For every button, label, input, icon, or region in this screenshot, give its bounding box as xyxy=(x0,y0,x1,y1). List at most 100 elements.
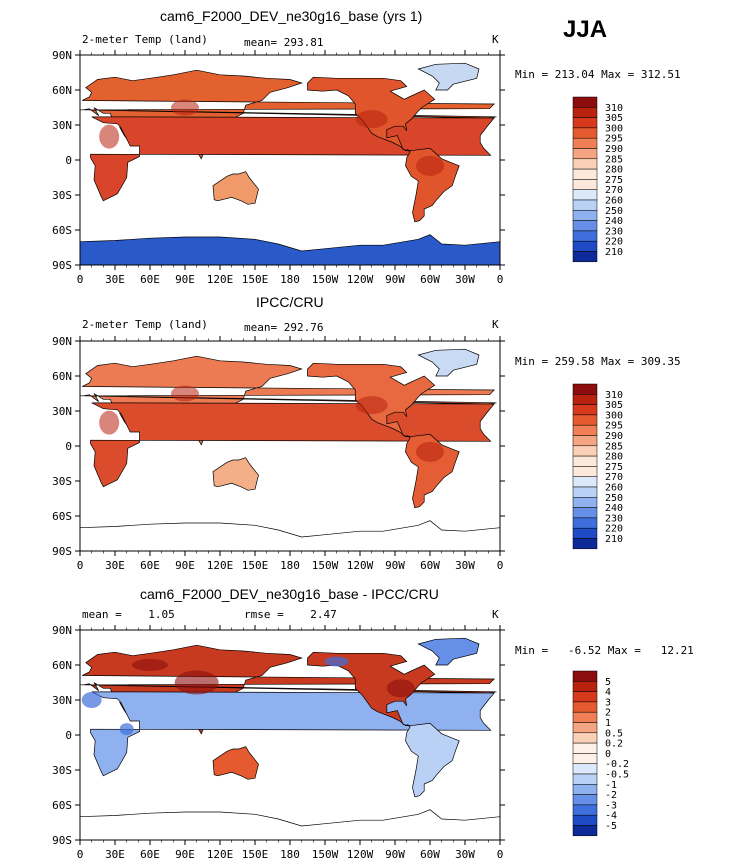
continent-antarctica xyxy=(80,520,500,551)
colorbar-box xyxy=(572,445,598,457)
colorbar-box xyxy=(572,507,598,519)
y-tick-label: 60N xyxy=(52,659,72,672)
colorbar-box xyxy=(572,527,598,539)
y-tick-label: 30S xyxy=(52,189,72,202)
land-layer xyxy=(0,637,500,840)
y-tick-label: 90S xyxy=(52,259,72,272)
warm-bias-region xyxy=(174,670,219,695)
continent-australia xyxy=(212,171,259,205)
x-tick-label: 0 xyxy=(77,559,84,572)
colorbar-box xyxy=(572,701,598,713)
colorbar-label: 210 xyxy=(605,247,623,258)
continent-samerica xyxy=(0,434,39,508)
colorbar-box xyxy=(572,383,598,395)
colorbar-label: 0.5 xyxy=(605,728,623,739)
colorbar-label: 270 xyxy=(605,472,623,483)
colorbar-label: 5 xyxy=(605,677,611,688)
x-tick-label: 60E xyxy=(140,559,160,572)
colorbar-label: 300 xyxy=(605,410,623,421)
y-tick-label: 60S xyxy=(52,510,72,523)
colorbar-box xyxy=(572,199,598,211)
y-tick-label: 60S xyxy=(52,224,72,237)
continent-samerica xyxy=(0,723,39,797)
x-tick-label: 150E xyxy=(242,559,269,572)
hot-region xyxy=(171,385,199,402)
colorbar-box xyxy=(572,742,598,754)
x-tick-label: 150W xyxy=(312,559,339,572)
hot-region xyxy=(355,396,388,415)
y-tick-label: 0 xyxy=(65,154,72,167)
colorbar-box xyxy=(572,711,598,723)
x-tick-label: 120E xyxy=(207,559,234,572)
colorbar-label: 210 xyxy=(605,534,623,545)
y-tick-label: 90S xyxy=(52,834,72,847)
y-tick-label: 60N xyxy=(52,370,72,383)
x-tick-label: 0 xyxy=(497,848,504,861)
x-tick-label: 180 xyxy=(280,848,300,861)
colorbar-box xyxy=(572,814,598,826)
colorbar-label: -1 xyxy=(605,780,617,791)
panel-3-mean-label: mean = 1.05 xyxy=(82,608,175,621)
x-tick-label: 150W xyxy=(312,848,339,861)
colorbar-box xyxy=(572,538,598,550)
panel-1-units-label: K xyxy=(492,33,499,46)
colorbar-label: 290 xyxy=(605,144,623,155)
hot-region xyxy=(416,441,444,462)
panel-3-minmax: Min = -6.52 Max = 12.21 xyxy=(515,644,694,657)
panel-2-title: IPCC/CRU xyxy=(256,294,324,310)
continent-greenland xyxy=(417,348,480,377)
x-tick-label: 30E xyxy=(105,273,125,286)
colorbar-label: -0.5 xyxy=(605,770,629,781)
cold-bias-region xyxy=(81,692,102,708)
continent-australia xyxy=(212,457,259,491)
panel-1-title: cam6_F2000_DEV_ne30g16_base (yrs 1) xyxy=(160,8,423,24)
x-tick-label: 0 xyxy=(77,848,84,861)
colorbar-box xyxy=(572,486,598,498)
x-tick-label: 120W xyxy=(347,848,374,861)
panel-1-variable-label: 2-meter Temp (land) xyxy=(82,33,208,46)
colorbar-box xyxy=(572,251,598,263)
colorbar-box xyxy=(572,179,598,190)
colorbar-box xyxy=(572,210,598,221)
colorbar-box xyxy=(572,435,598,447)
panel-3-title: cam6_F2000_DEV_ne30g16_base - IPCC/CRU xyxy=(140,586,439,602)
colorbar-label: 275 xyxy=(605,175,623,186)
colorbar-label: 230 xyxy=(605,226,623,237)
colorbar-box xyxy=(572,168,598,180)
colorbar-label: -2 xyxy=(605,790,617,801)
colorbar-label: 295 xyxy=(605,134,623,145)
x-tick-label: 90E xyxy=(175,848,195,861)
panel-1-mean-label: mean= 293.81 xyxy=(244,36,324,49)
y-tick-label: 30S xyxy=(52,475,72,488)
colorbar-label: 220 xyxy=(605,237,623,248)
y-tick-label: 0 xyxy=(65,440,72,453)
colorbar-label: 240 xyxy=(605,503,623,514)
x-tick-label: 60W xyxy=(420,848,440,861)
continent-namerica xyxy=(307,651,436,727)
colorbar-box xyxy=(572,670,598,682)
x-tick-label: 30E xyxy=(105,848,125,861)
x-tick-label: 180 xyxy=(280,559,300,572)
y-tick-label: 30S xyxy=(52,764,72,777)
y-tick-label: 30N xyxy=(52,405,72,418)
colorbar-label: 0.2 xyxy=(605,739,623,750)
continent-namerica xyxy=(0,77,15,151)
y-tick-label: 90N xyxy=(52,335,72,348)
panel-2-units-label: K xyxy=(492,318,499,331)
colorbar-label: -5 xyxy=(605,821,617,832)
y-tick-label: 30N xyxy=(52,694,72,707)
cold-bias-region xyxy=(324,656,349,667)
continent-greenland xyxy=(0,638,59,665)
y-tick-label: 90S xyxy=(52,545,72,558)
x-tick-label: 30W xyxy=(455,273,475,286)
colorbar-label: 250 xyxy=(605,206,623,217)
colorbar-box xyxy=(572,414,598,426)
map-panel-1: 0 30E 60E 90E 120E 150E 180 150W 120W 90W 60W 30W 09… xyxy=(0,49,623,286)
colorbar-box xyxy=(572,763,598,775)
y-tick-label: 60S xyxy=(52,799,72,812)
colorbar-box xyxy=(572,189,598,201)
colorbar-box xyxy=(572,394,598,405)
colorbar-box xyxy=(572,466,598,477)
colorbar-box xyxy=(572,96,598,108)
colorbar-label: 305 xyxy=(605,400,623,411)
